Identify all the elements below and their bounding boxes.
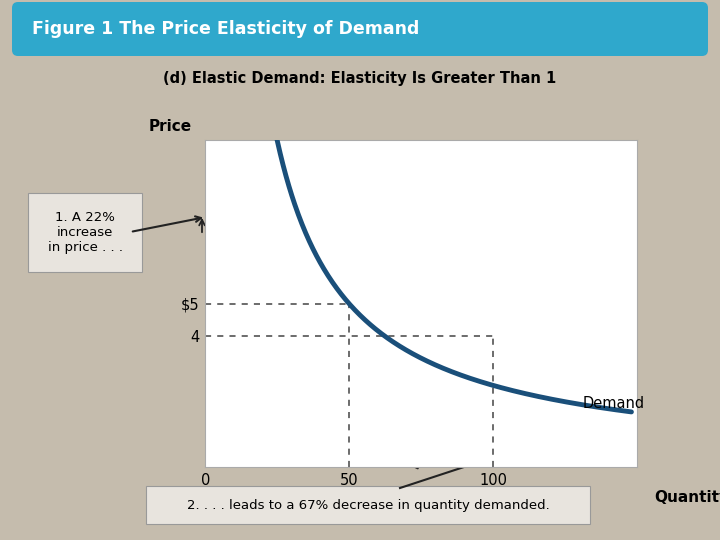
Text: Price: Price <box>149 119 192 134</box>
FancyBboxPatch shape <box>146 486 590 524</box>
Text: 2. . . . leads to a 67% decrease in quantity demanded.: 2. . . . leads to a 67% decrease in quan… <box>186 498 549 511</box>
Text: Quantity: Quantity <box>654 490 720 505</box>
FancyBboxPatch shape <box>12 2 708 56</box>
Text: (d) Elastic Demand: Elasticity Is Greater Than 1: (d) Elastic Demand: Elasticity Is Greate… <box>163 71 557 85</box>
FancyBboxPatch shape <box>28 193 142 272</box>
Text: Figure 1 The Price Elasticity of Demand: Figure 1 The Price Elasticity of Demand <box>32 20 419 38</box>
Text: Demand: Demand <box>582 396 644 411</box>
Text: 1. A 22%
increase
in price . . .: 1. A 22% increase in price . . . <box>48 211 122 254</box>
